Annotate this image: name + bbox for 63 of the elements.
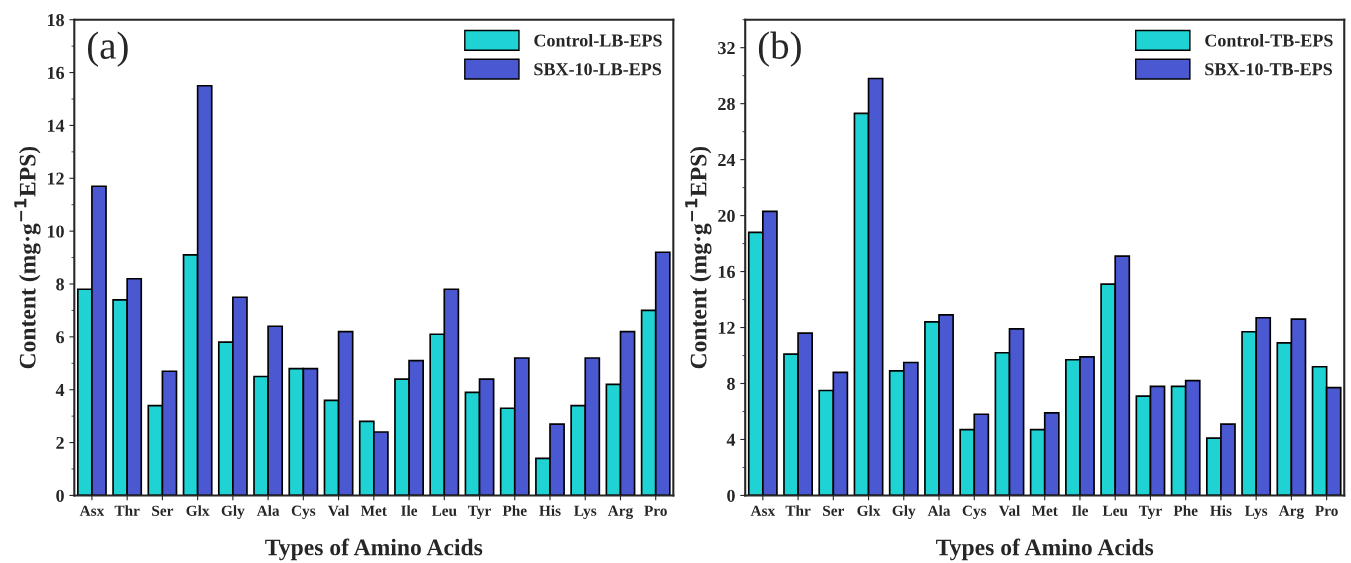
x-tick-label: Glx	[857, 505, 881, 516]
y-tick-label: 12	[718, 321, 735, 334]
legend-label: Control-LB-EPS	[534, 33, 662, 47]
x-axis-title: Types of Amino Acids	[936, 538, 1154, 561]
annotation: (a)	[87, 31, 128, 67]
y-tick-label: 18	[47, 13, 64, 27]
legend-label: Control-TB-EPS	[1205, 33, 1333, 47]
y-tick-label: 2	[56, 436, 64, 449]
x-tick-label: Ile	[1072, 505, 1089, 516]
y-tick-label: 28	[718, 97, 735, 111]
legend-label: SBX-10-LB-EPS	[534, 63, 662, 76]
x-tick-label: Ser	[152, 505, 174, 516]
x-tick-label: His	[539, 505, 561, 516]
x-tick-label: Leu	[1102, 505, 1128, 516]
x-tick-label: Val	[327, 505, 350, 516]
y-axis-title: Content (mg·g$^{−1}$EPS)	[685, 146, 712, 369]
x-tick-label: His	[1210, 505, 1232, 516]
x-tick-label: Arg	[607, 505, 634, 520]
y-tick-label: 24	[718, 153, 736, 166]
x-tick-label: Pro	[644, 505, 667, 516]
y-tick-label: 0	[727, 489, 735, 502]
x-tick-label: Val	[998, 505, 1020, 516]
x-tick-label: Asx	[79, 505, 105, 516]
y-tick-label: 12	[47, 172, 64, 185]
x-tick-label: Cys	[291, 505, 316, 520]
x-tick-label: Gly	[892, 505, 916, 520]
y-tick-label: 6	[56, 331, 65, 344]
y-tick-label: 0	[56, 489, 64, 502]
x-tick-label: Pro	[1315, 505, 1338, 516]
x-tick-label: Ile	[401, 505, 418, 516]
y-tick-label: 20	[718, 209, 735, 223]
x-tick-label: Lys	[1244, 505, 1268, 520]
x-tick-label: Ala	[927, 505, 951, 516]
x-tick-label: Cys	[962, 505, 987, 520]
legend-label: SBX-10-TB-EPS	[1205, 63, 1332, 76]
x-tick-label: Glx	[186, 505, 210, 516]
x-tick-label: Lys	[574, 505, 597, 520]
x-axis-title: Types of Amino Acids	[265, 538, 483, 561]
x-tick-label: Phe	[502, 505, 527, 516]
y-tick-label: 16	[718, 265, 735, 279]
x-tick-label: Thr	[114, 505, 140, 516]
x-tick-label: Met	[1031, 505, 1058, 516]
y-axis-title: Content (mg·g$^{−1}$EPS)	[14, 146, 41, 369]
x-tick-label: Tyr	[1138, 505, 1162, 520]
y-tick-label: 4	[55, 384, 65, 396]
x-tick-label: Ala	[256, 505, 280, 516]
x-tick-label: Ser	[823, 505, 845, 516]
x-tick-label: Asx	[750, 505, 776, 516]
y-tick-label: 4	[726, 433, 736, 446]
x-tick-label: Tyr	[468, 505, 491, 520]
y-tick-label: 16	[47, 66, 65, 80]
y-tick-label: 32	[718, 42, 735, 55]
y-tick-label: 8	[727, 377, 735, 390]
annotation: (b)	[758, 31, 801, 67]
x-tick-label: Gly	[221, 505, 245, 520]
y-tick-label: 10	[47, 225, 64, 238]
x-tick-label: Met	[360, 505, 387, 516]
x-tick-label: Thr	[785, 505, 811, 516]
x-tick-label: Arg	[1278, 505, 1304, 520]
x-tick-label: Leu	[431, 505, 457, 516]
x-tick-label: Phe	[1173, 505, 1198, 516]
y-tick-label: 8	[56, 278, 64, 291]
y-tick-label: 14	[47, 119, 65, 132]
